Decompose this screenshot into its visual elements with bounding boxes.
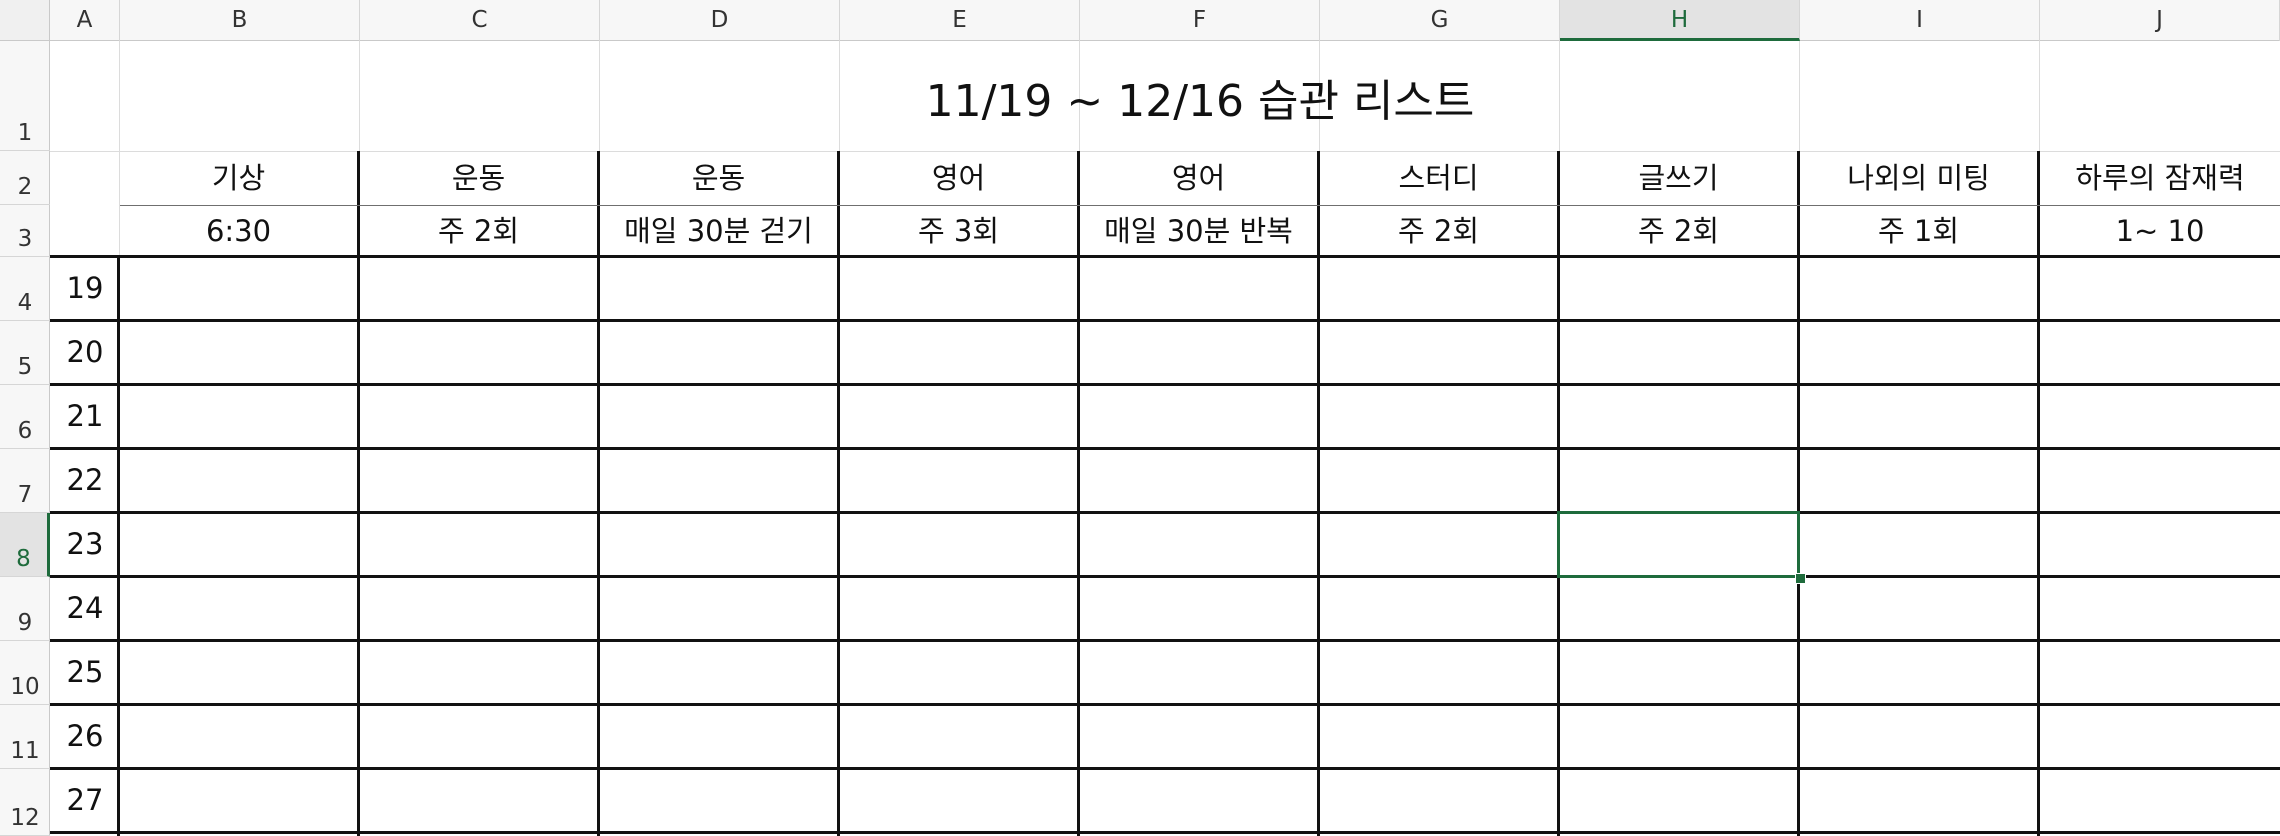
cell-border	[597, 151, 600, 836]
cell-border	[50, 767, 2280, 770]
gridline	[1319, 41, 1320, 151]
gridline	[839, 41, 840, 151]
cell-border	[117, 255, 120, 836]
column-header-j[interactable]: J	[2040, 0, 2280, 41]
sheet-title: 11/19 ~ 12/16 습관 리스트	[925, 76, 1475, 127]
day-cell[interactable]: 26	[66, 719, 104, 753]
habit-goal-cell[interactable]: 주 1회	[1877, 214, 1960, 248]
day-cell[interactable]: 23	[66, 527, 104, 561]
habit-name-cell[interactable]: 나외의 미팅	[1847, 161, 1990, 195]
gridline	[359, 41, 360, 151]
habit-goal-cell[interactable]: 주 3회	[917, 214, 1000, 248]
habit-name-cell[interactable]: 운동	[691, 161, 746, 195]
row-header-11[interactable]: 11	[0, 705, 50, 769]
habit-name-cell[interactable]: 하루의 잠재력	[2075, 161, 2245, 195]
cell-border	[50, 511, 2280, 514]
column-header-b[interactable]: B	[120, 0, 360, 41]
habit-goal-cell[interactable]: 주 2회	[437, 214, 520, 248]
cell-border	[50, 575, 2280, 578]
row-header-2[interactable]: 2	[0, 151, 50, 205]
column-header-e[interactable]: E	[840, 0, 1080, 41]
habit-name-cell[interactable]: 영어	[1171, 161, 1226, 195]
day-cell[interactable]: 21	[66, 399, 104, 433]
cell-border	[50, 255, 2280, 258]
row-header-bar	[0, 41, 50, 836]
cell-border	[1317, 151, 1320, 836]
cell-border	[50, 703, 2280, 706]
fill-handle[interactable]	[1795, 573, 1806, 584]
gridline	[1799, 41, 1800, 151]
habit-goal-cell[interactable]: 1~ 10	[2115, 214, 2205, 248]
active-cell-selection[interactable]	[1557, 511, 1800, 578]
column-header-i[interactable]: I	[1800, 0, 2040, 41]
habit-name-cell[interactable]: 글쓰기	[1638, 161, 1719, 195]
column-header-g[interactable]: G	[1320, 0, 1560, 41]
habit-goal-cell[interactable]: 주 2회	[1637, 214, 1720, 248]
row-header-7[interactable]: 7	[0, 449, 50, 513]
select-all-corner[interactable]	[0, 0, 50, 41]
habit-name-cell[interactable]: 기상	[211, 161, 266, 195]
gridline	[2039, 41, 2040, 151]
day-cell[interactable]: 27	[66, 783, 104, 817]
day-cell[interactable]: 22	[66, 463, 104, 497]
cell-border	[1797, 151, 1800, 836]
cell-border	[50, 831, 2280, 834]
row-header-6[interactable]: 6	[0, 385, 50, 449]
row-header-1[interactable]: 1	[0, 41, 50, 151]
cell-border	[1077, 151, 1080, 836]
row-header-9[interactable]: 9	[0, 577, 50, 641]
cell-border	[50, 319, 2280, 322]
cell-border	[120, 205, 2280, 206]
column-header-a[interactable]: A	[50, 0, 120, 41]
gridline	[50, 151, 2280, 152]
habit-goal-cell[interactable]: 매일 30분 걷기	[624, 214, 813, 248]
gridline	[1559, 41, 1560, 151]
day-cell[interactable]: 24	[66, 591, 104, 625]
row-header-5[interactable]: 5	[0, 321, 50, 385]
cell-border	[50, 639, 2280, 642]
gridline	[599, 41, 600, 151]
column-header-bar	[0, 0, 2280, 41]
row-header-3[interactable]: 3	[0, 205, 50, 257]
habit-name-cell[interactable]: 스터디	[1398, 161, 1479, 195]
cell-border	[2037, 151, 2040, 836]
cell-border	[50, 447, 2280, 450]
cell-border	[357, 151, 360, 836]
cell-border	[837, 151, 840, 836]
row-header-4[interactable]: 4	[0, 257, 50, 321]
day-cell[interactable]: 20	[66, 335, 104, 369]
row-header-12[interactable]: 12	[0, 769, 50, 836]
column-header-h[interactable]: H	[1560, 0, 1800, 41]
column-header-f[interactable]: F	[1080, 0, 1320, 41]
gridline	[1079, 41, 1080, 151]
column-header-c[interactable]: C	[360, 0, 600, 41]
cell-border	[50, 383, 2280, 386]
day-cell[interactable]: 25	[66, 655, 104, 689]
cell-border	[1557, 151, 1560, 836]
row-header-10[interactable]: 10	[0, 641, 50, 705]
day-cell[interactable]: 19	[66, 271, 104, 305]
column-header-d[interactable]: D	[600, 0, 840, 41]
habit-goal-cell[interactable]: 6:30	[205, 214, 272, 248]
row-header-8[interactable]: 8	[0, 513, 50, 577]
habit-goal-cell[interactable]: 매일 30분 반복	[1104, 214, 1293, 248]
habit-name-cell[interactable]: 운동	[451, 161, 506, 195]
habit-name-cell[interactable]: 영어	[931, 161, 986, 195]
habit-goal-cell[interactable]: 주 2회	[1397, 214, 1480, 248]
